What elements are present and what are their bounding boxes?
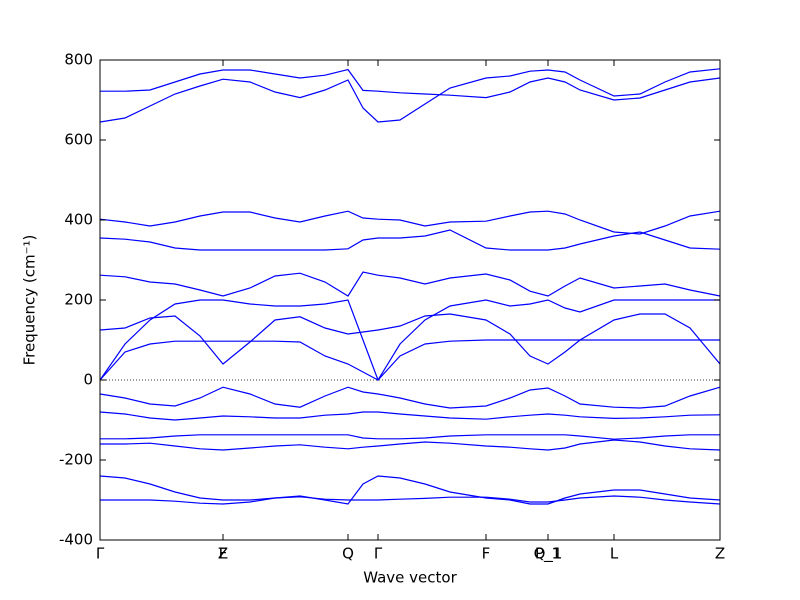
x-tick-label: Q_1: [534, 545, 563, 564]
band-line: [99, 299, 720, 382]
band-line: [99, 386, 721, 409]
x-tick-label: L: [610, 545, 619, 563]
y-tick-label: 600: [64, 131, 93, 149]
x-tick-label: Z: [715, 545, 725, 563]
band-line: [99, 210, 721, 235]
x-tick-label: Γ: [96, 545, 105, 563]
x-axis-label: Wave vector: [363, 569, 457, 587]
x-tick-label: F: [219, 545, 228, 563]
band-line: [100, 495, 721, 505]
band-line: [99, 229, 721, 251]
x-tick-label: P_1: [535, 545, 561, 564]
y-tick-label: 0: [83, 371, 93, 389]
y-tick-label: 800: [64, 51, 93, 69]
band-line: [99, 339, 720, 381]
band-line: [99, 411, 721, 421]
y-tick-label: 200: [64, 291, 93, 309]
band-line: [100, 439, 721, 451]
band-line: [99, 271, 721, 297]
band-line: [99, 475, 721, 505]
band-line: [99, 68, 721, 123]
x-tick-label: Z: [218, 545, 228, 563]
x-tick-label: Q: [342, 545, 354, 563]
x-tick-label: Γ: [374, 545, 383, 563]
band-line: [100, 434, 720, 440]
y-tick-label: -200: [59, 451, 93, 469]
band-line: [100, 68, 721, 101]
band-line: [99, 313, 721, 365]
x-tick-label: F: [482, 545, 491, 563]
y-axis-label: Frequency (cm⁻¹): [21, 235, 39, 366]
y-tick-label: 400: [64, 211, 93, 229]
y-tick-label: -400: [59, 531, 93, 549]
plot-area: [99, 68, 721, 505]
